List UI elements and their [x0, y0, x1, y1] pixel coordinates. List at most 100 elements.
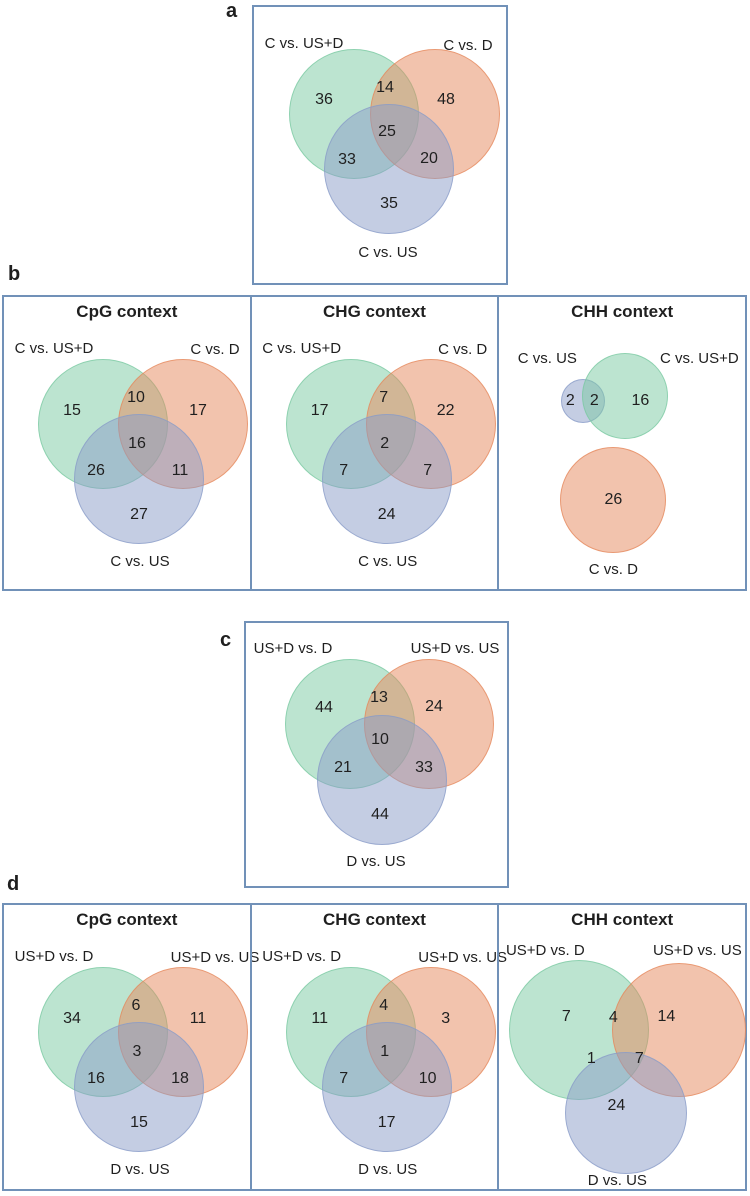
set-label: US+D vs. D — [262, 947, 342, 965]
set-label: C vs. D — [190, 340, 240, 358]
context-title: CpG context — [76, 910, 178, 929]
context-title: CHH context — [571, 910, 674, 929]
green-set-circle — [582, 353, 669, 439]
blue-set-circle — [324, 104, 454, 234]
region-count-c: 15 — [130, 1114, 148, 1131]
region-count-ab: 4 — [379, 997, 389, 1014]
region-count-abc: 1 — [380, 1043, 390, 1060]
region-count-abc: 2 — [380, 435, 390, 452]
region-count-c: 17 — [377, 1114, 396, 1131]
set-label: US+D vs. D — [14, 947, 94, 965]
panel-label-b: b — [8, 263, 21, 285]
set-label: US+D vs. US — [170, 948, 260, 966]
context-title: CHG context — [323, 302, 426, 321]
region-count-abc: 10 — [371, 731, 389, 748]
region-count-a: 36 — [315, 91, 333, 108]
region-count-bc: 20 — [420, 150, 438, 167]
region-count-abc: 25 — [378, 123, 396, 140]
region-count-ac: 7 — [339, 462, 349, 479]
set-label: C vs. US+D — [262, 339, 342, 357]
region-count-c: 27 — [130, 506, 148, 523]
region-count-b: 17 — [189, 402, 207, 419]
region-count-ac: 16 — [87, 1070, 105, 1087]
set-label: C vs. D — [443, 36, 493, 54]
blue-set-circle — [321, 414, 452, 544]
region-count-ac: 7 — [339, 1070, 349, 1087]
region-count-bc: 10 — [418, 1070, 437, 1087]
set-label: C vs. US — [358, 552, 418, 570]
region-count-ab: 10 — [127, 389, 145, 406]
venn-diagram-d-chh: CHH context US+D vs. D US+D vs. US D vs. US… — [497, 905, 747, 1189]
region-count-abc: 16 — [128, 435, 146, 452]
set-label: C vs. US — [358, 243, 418, 261]
set-label: US+D vs. US — [418, 948, 508, 966]
venn-diagram-b-cpg: CpG context C vs. US+D C vs. D C vs. US 15 10… — [4, 297, 250, 589]
region-count-ab: 7 — [379, 389, 389, 406]
panel-b-box: CpG context C vs. US+D C vs. D C vs. US 15 10… — [2, 295, 747, 591]
region-count-b: 16 — [631, 392, 650, 409]
set-label: C vs. US — [517, 349, 577, 367]
region-count-bc: 11 — [171, 462, 189, 479]
region-count-c: 44 — [371, 806, 389, 823]
region-count-c: 26 — [604, 491, 623, 508]
region-count-ab: 6 — [131, 997, 141, 1014]
set-label: D vs. US — [587, 1171, 647, 1189]
region-count-ab: 2 — [589, 392, 599, 409]
venn-diagram-a: C vs. US+D C vs. D C vs. US 36 14 48 25 33 20 35 — [254, 7, 506, 283]
region-count-a: 44 — [315, 699, 333, 716]
region-count-abc: 3 — [132, 1043, 142, 1060]
region-count-ab: 14 — [376, 79, 394, 96]
set-label: US+D vs. D — [505, 941, 585, 959]
region-count-a: 11 — [311, 1010, 328, 1027]
region-count-bc: 7 — [423, 462, 433, 479]
blue-set-circle — [74, 414, 204, 544]
set-label: US+D vs. US — [410, 639, 500, 657]
region-count-b: 24 — [425, 698, 443, 715]
region-count-a: 15 — [63, 402, 81, 419]
set-label: C vs. US — [110, 552, 170, 570]
region-count-a: 7 — [561, 1008, 571, 1025]
panel-c-box: US+D vs. D US+D vs. US D vs. US 44 13 24 10 21 3… — [244, 621, 509, 888]
region-count-ac: 26 — [87, 462, 105, 479]
region-count-b: 3 — [441, 1010, 451, 1027]
blue-set-circle — [321, 1022, 452, 1152]
context-title: CpG context — [76, 302, 178, 321]
panel-label-d: d — [7, 873, 20, 895]
set-label: C vs. US+D — [264, 34, 344, 52]
venn-diagram-d-cpg: CpG context US+D vs. D US+D vs. US D vs. US… — [4, 905, 260, 1189]
context-title: CHG context — [323, 910, 426, 929]
region-count-ac: 33 — [338, 151, 356, 168]
set-label: C vs. D — [438, 340, 488, 358]
region-count-a: 2 — [565, 392, 575, 409]
venn-diagram-d-chg: CHG context US+D vs. D US+D vs. US D vs. US… — [249, 905, 507, 1189]
set-label: C vs. US+D — [14, 339, 94, 357]
set-label: US+D vs. US — [652, 941, 742, 959]
blue-set-circle — [74, 1022, 204, 1152]
region-count-ac: 1 — [586, 1050, 596, 1067]
blue-set-circle — [565, 1052, 688, 1174]
panel-label-c: c — [220, 629, 232, 651]
region-count-b: 48 — [437, 91, 455, 108]
venn-diagram-b-chg: CHG context C vs. US+D C vs. D C vs. US 17 7 2… — [249, 297, 498, 589]
panel-d-box: CpG context US+D vs. D US+D vs. US D vs. US… — [2, 903, 747, 1191]
region-count-ab: 4 — [608, 1009, 618, 1026]
orange-set-circle — [560, 447, 667, 553]
region-count-b: 11 — [189, 1010, 207, 1027]
region-count-ab: 13 — [370, 689, 388, 706]
context-title: CHH context — [571, 302, 674, 321]
region-count-ac: 21 — [334, 759, 352, 776]
region-count-b: 14 — [657, 1008, 676, 1025]
region-count-bc: 33 — [415, 759, 433, 776]
panel-a-box: C vs. US+D C vs. D C vs. US 36 14 48 25 33 20 35 — [252, 5, 508, 285]
set-label: D vs. US — [110, 1160, 170, 1178]
region-count-a: 34 — [63, 1010, 81, 1027]
region-count-c: 24 — [377, 506, 396, 523]
region-count-a: 17 — [310, 402, 329, 419]
set-label: D vs. US — [358, 1160, 418, 1178]
set-label: C vs. US+D — [659, 349, 739, 367]
region-count-c: 24 — [607, 1097, 626, 1114]
panel-label-a: a — [226, 0, 238, 22]
region-count-bc: 7 — [634, 1050, 644, 1067]
set-label: D vs. US — [346, 852, 406, 870]
